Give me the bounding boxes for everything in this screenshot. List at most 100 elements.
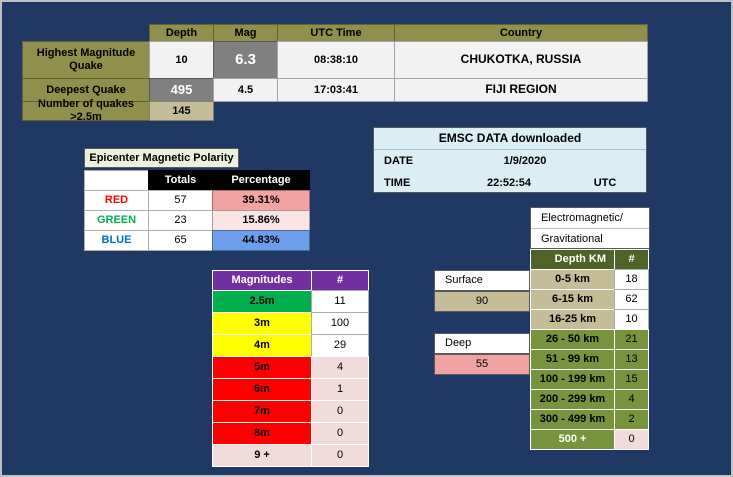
magnitude-row-7m: 7m 0: [212, 400, 369, 423]
depth-header-count: #: [614, 249, 649, 270]
highest-quake-mag: 6.3: [213, 41, 278, 79]
polarity-blue-label: BLUE: [84, 230, 149, 251]
depth-label: 300 - 499 km: [530, 409, 615, 430]
surface-label: Surface: [434, 270, 530, 291]
polarity-row-green: GREEN 23 15.86%: [84, 210, 310, 231]
summary-table: Depth Mag UTC Time Country Highest Magni…: [22, 24, 648, 123]
depth-row-300-499: 300 - 499 km 2: [530, 409, 649, 430]
depth-count: 0: [614, 429, 649, 450]
depth-header-row: Depth KM #: [530, 249, 649, 270]
surface-value: 90: [434, 291, 530, 312]
polarity-red-total: 57: [148, 190, 213, 211]
depth-label: 26 - 50 km: [530, 329, 615, 350]
magnitude-row-3m: 3m 100: [212, 312, 369, 335]
deepest-quake-label: Deepest Quake: [22, 78, 150, 102]
depth-count: 62: [614, 289, 649, 310]
magnitude-label: 7m: [212, 400, 312, 423]
magnitudes-table: Magnitudes # 2.5m 11 3m 100 4m 29 5m 4 6…: [212, 270, 369, 467]
depth-row-100-199: 100 - 199 km 15: [530, 369, 649, 390]
emsc-title: EMSC DATA downloaded: [374, 128, 646, 150]
magnitude-label: 2.5m: [212, 290, 312, 313]
polarity-header-percentage: Percentage: [212, 170, 310, 191]
magnitude-count: 29: [311, 334, 369, 357]
polarity-row-red: RED 57 39.31%: [84, 190, 310, 211]
magnitude-count: 0: [311, 400, 369, 423]
emsc-time-label: TIME: [384, 176, 411, 189]
magnitude-row-5m: 5m 4: [212, 356, 369, 379]
depth-row-51-99: 51 - 99 km 13: [530, 349, 649, 370]
deepest-quake-row: Deepest Quake 495 4.5 17:03:41 FIJI REGI…: [22, 78, 648, 102]
quake-count-row: Number of quakes >2.5m 145: [22, 98, 648, 123]
depth-table: Depth KM # 0-5 km 18 6-15 km 62 16-25 km…: [530, 249, 649, 450]
deepest-quake-mag: 4.5: [213, 78, 278, 102]
depth-count: 18: [614, 269, 649, 290]
deepest-quake-country: FIJI REGION: [394, 78, 648, 102]
depth-row-500plus: 500 + 0: [530, 429, 649, 450]
magnitude-label: 9 +: [212, 444, 312, 467]
depth-count: 2: [614, 409, 649, 430]
polarity-red-label: RED: [84, 190, 149, 211]
emsc-date-spacer: [596, 150, 646, 172]
magnitude-row-4m: 4m 29: [212, 334, 369, 357]
magnitude-row-6m: 6m 1: [212, 378, 369, 401]
polarity-title: Epicenter Magnetic Polarity: [84, 148, 239, 168]
depth-row-200-299: 200 - 299 km 4: [530, 389, 649, 410]
magnitude-label: 8m: [212, 422, 312, 445]
polarity-green-total: 23: [148, 210, 213, 231]
polarity-blue-total: 65: [148, 230, 213, 251]
magnitudes-count-header: #: [311, 270, 369, 291]
emsc-date-value: 1/9/2020: [503, 154, 547, 167]
polarity-green-pct: 15.86%: [212, 210, 310, 231]
depth-label: 100 - 199 km: [530, 369, 615, 390]
emsc-time-value: 22:52:54: [486, 176, 532, 189]
magnitude-count: 11: [311, 290, 369, 313]
depth-count: 21: [614, 329, 649, 350]
polarity-header-row: Totals Percentage: [84, 170, 310, 191]
highest-quake-row: Highest Magnitude Quake 10 6.3 08:38:10 …: [22, 41, 648, 79]
depth-label: 51 - 99 km: [530, 349, 615, 370]
magnitude-label: 6m: [212, 378, 312, 401]
polarity-blue-pct: 44.83%: [212, 230, 310, 251]
depth-row-16-25: 16-25 km 10: [530, 309, 649, 330]
magnitude-label: 3m: [212, 312, 312, 335]
magnitude-label: 4m: [212, 334, 312, 357]
em-grav-line1: Electromagnetic/: [531, 208, 649, 229]
magnitude-count: 1: [311, 378, 369, 401]
magnitude-row-2-5m: 2.5m 11: [212, 290, 369, 313]
summary-header-spacer: [22, 24, 150, 42]
deep-label: Deep: [434, 333, 530, 354]
depth-count: 4: [614, 389, 649, 410]
em-grav-line2: Gravitational: [541, 233, 603, 246]
depth-label: 16-25 km: [530, 309, 615, 330]
deep-value: 55: [434, 354, 530, 375]
depth-count: 15: [614, 369, 649, 390]
magnitude-count: 0: [311, 422, 369, 445]
summary-header-country: Country: [394, 24, 648, 42]
magnitude-label: 5m: [212, 356, 312, 379]
polarity-red-pct: 39.31%: [212, 190, 310, 211]
quake-count-label: Number of quakes >2.5m: [22, 98, 150, 123]
depth-label: 0-5 km: [530, 269, 615, 290]
polarity-header-spacer: [84, 170, 149, 191]
magnitude-count: 4: [311, 356, 369, 379]
depth-row-0-5: 0-5 km 18: [530, 269, 649, 290]
depth-label: 6-15 km: [530, 289, 615, 310]
depth-header-label: Depth KM: [530, 249, 615, 270]
highest-quake-country: CHUKOTKA, RUSSIA: [394, 41, 648, 79]
highest-quake-utc: 08:38:10: [277, 41, 395, 79]
polarity-section: Epicenter Magnetic Polarity Totals Perce…: [84, 148, 310, 251]
highest-quake-depth: 10: [149, 41, 214, 79]
depth-label: 500 +: [530, 429, 615, 450]
depth-count: 13: [614, 349, 649, 370]
depth-label: 200 - 299 km: [530, 389, 615, 410]
magnitude-count: 0: [311, 444, 369, 467]
polarity-header-totals: Totals: [148, 170, 213, 191]
magnitude-row-9plus: 9 + 0: [212, 444, 369, 467]
magnitude-row-8m: 8m 0: [212, 422, 369, 445]
emsc-date-label: DATE: [384, 154, 414, 167]
quake-count-value: 145: [149, 101, 214, 121]
depth-row-26-50: 26 - 50 km 21: [530, 329, 649, 350]
emsc-time-row: TIME 22:52:54 UTC: [374, 172, 646, 194]
summary-header-depth: Depth: [149, 24, 214, 42]
